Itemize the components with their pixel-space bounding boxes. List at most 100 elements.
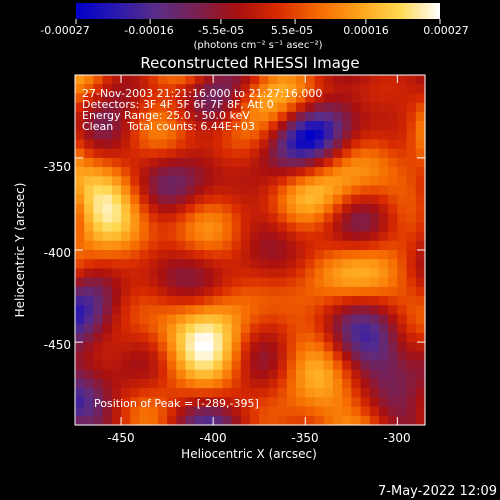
heatmap-cell bbox=[286, 121, 297, 131]
heatmap-cell bbox=[397, 139, 408, 150]
heatmap-cell bbox=[388, 130, 398, 141]
heatmap-cell bbox=[194, 121, 205, 131]
heatmap-cell bbox=[259, 332, 270, 343]
heatmap-cell bbox=[102, 194, 113, 205]
heatmap-cell bbox=[194, 130, 205, 141]
heatmap-cell bbox=[185, 286, 196, 297]
heatmap-cell bbox=[148, 102, 159, 113]
heatmap-cell bbox=[185, 277, 196, 288]
heatmap-cell bbox=[388, 139, 398, 150]
heatmap-cell bbox=[139, 213, 150, 223]
heatmap-cell bbox=[157, 167, 168, 177]
heatmap-cell bbox=[203, 121, 214, 131]
heatmap-cell bbox=[388, 111, 398, 122]
heatmap-cell bbox=[296, 250, 306, 260]
heatmap-cell bbox=[296, 342, 306, 352]
heatmap-cell bbox=[167, 415, 177, 426]
heatmap-cell bbox=[397, 203, 408, 214]
heatmap-cell bbox=[305, 250, 316, 260]
heatmap-cell bbox=[277, 75, 288, 85]
heatmap-cell bbox=[176, 84, 187, 95]
heatmap-cell bbox=[314, 130, 325, 141]
heatmap-cell bbox=[332, 314, 343, 325]
heatmap-cell bbox=[222, 222, 233, 233]
heatmap-cell bbox=[167, 250, 177, 260]
heatmap-cell bbox=[351, 406, 362, 417]
heatmap-cell bbox=[250, 250, 260, 260]
heatmap-cell bbox=[240, 406, 251, 417]
heatmap-cell bbox=[268, 240, 279, 251]
heatmap-cell bbox=[406, 314, 417, 325]
heatmap-cell bbox=[203, 231, 214, 242]
heatmap-cell bbox=[388, 240, 398, 251]
heatmap-cell bbox=[185, 167, 196, 177]
heatmap-cell bbox=[268, 75, 279, 85]
heatmap-cell bbox=[203, 213, 214, 223]
heatmap-cell bbox=[130, 342, 141, 352]
heatmap-cell bbox=[296, 286, 306, 297]
heatmap-cell bbox=[130, 213, 141, 223]
heatmap-cell bbox=[250, 139, 260, 150]
heatmap-cell bbox=[148, 157, 159, 168]
heatmap-cell bbox=[286, 378, 297, 389]
heatmap-cell bbox=[296, 351, 306, 362]
heatmap-cell bbox=[360, 84, 371, 95]
heatmap-cell bbox=[111, 406, 122, 417]
heatmap-cell bbox=[176, 305, 187, 316]
heatmap-cell bbox=[360, 415, 371, 426]
heatmap-cell bbox=[148, 93, 159, 104]
heatmap-cell bbox=[305, 176, 316, 187]
heatmap-cell bbox=[121, 360, 131, 371]
heatmap-cell bbox=[314, 305, 325, 316]
heatmap-cell bbox=[351, 93, 362, 104]
heatmap-cell bbox=[314, 397, 325, 408]
heatmap-cell bbox=[332, 296, 343, 306]
heatmap-cell bbox=[360, 102, 371, 113]
heatmap-cell bbox=[75, 84, 85, 95]
heatmap-cell bbox=[342, 75, 352, 85]
heatmap-cell bbox=[102, 176, 113, 187]
heatmap-cell bbox=[102, 268, 113, 279]
heatmap-cell bbox=[342, 342, 352, 352]
heatmap-cell bbox=[222, 305, 233, 316]
heatmap-cell bbox=[397, 231, 408, 242]
heatmap-cell bbox=[397, 240, 408, 251]
heatmap-cell bbox=[93, 93, 104, 104]
heatmap-cell bbox=[75, 369, 85, 380]
heatmap-cell bbox=[84, 415, 95, 426]
heatmap-cell bbox=[240, 397, 251, 408]
heatmap-cell bbox=[277, 415, 288, 426]
heatmap-cell bbox=[148, 286, 159, 297]
heatmap-cell bbox=[360, 213, 371, 223]
heatmap-cell bbox=[415, 93, 426, 104]
heatmap-cell bbox=[203, 250, 214, 260]
heatmap-cell bbox=[231, 305, 242, 316]
heatmap-cell bbox=[388, 268, 398, 279]
heatmap-cell bbox=[378, 342, 389, 352]
heatmap-cell bbox=[351, 268, 362, 279]
heatmap-cell bbox=[102, 148, 113, 159]
heatmap-cell bbox=[342, 93, 352, 104]
heatmap-cell bbox=[84, 139, 95, 150]
heatmap-cell bbox=[194, 111, 205, 122]
heatmap-cell bbox=[360, 277, 371, 288]
heatmap-cell bbox=[203, 157, 214, 168]
heatmap-cell bbox=[185, 378, 196, 389]
heatmap-cell bbox=[203, 296, 214, 306]
heatmap-cell bbox=[332, 415, 343, 426]
heatmap-cell bbox=[102, 342, 113, 352]
heatmap-cell bbox=[130, 93, 141, 104]
heatmap-cell bbox=[111, 203, 122, 214]
heatmap-cell bbox=[250, 240, 260, 251]
heatmap-cell bbox=[250, 378, 260, 389]
heatmap-cell bbox=[296, 213, 306, 223]
heatmap-cell bbox=[268, 305, 279, 316]
heatmap-cell bbox=[286, 240, 297, 251]
heatmap-cell bbox=[84, 332, 95, 343]
heatmap-cell bbox=[111, 305, 122, 316]
heatmap-cell bbox=[240, 332, 251, 343]
heatmap-cell bbox=[296, 93, 306, 104]
heatmap-cell bbox=[176, 360, 187, 371]
heatmap-cell bbox=[378, 185, 389, 196]
heatmap-cell bbox=[167, 84, 177, 95]
